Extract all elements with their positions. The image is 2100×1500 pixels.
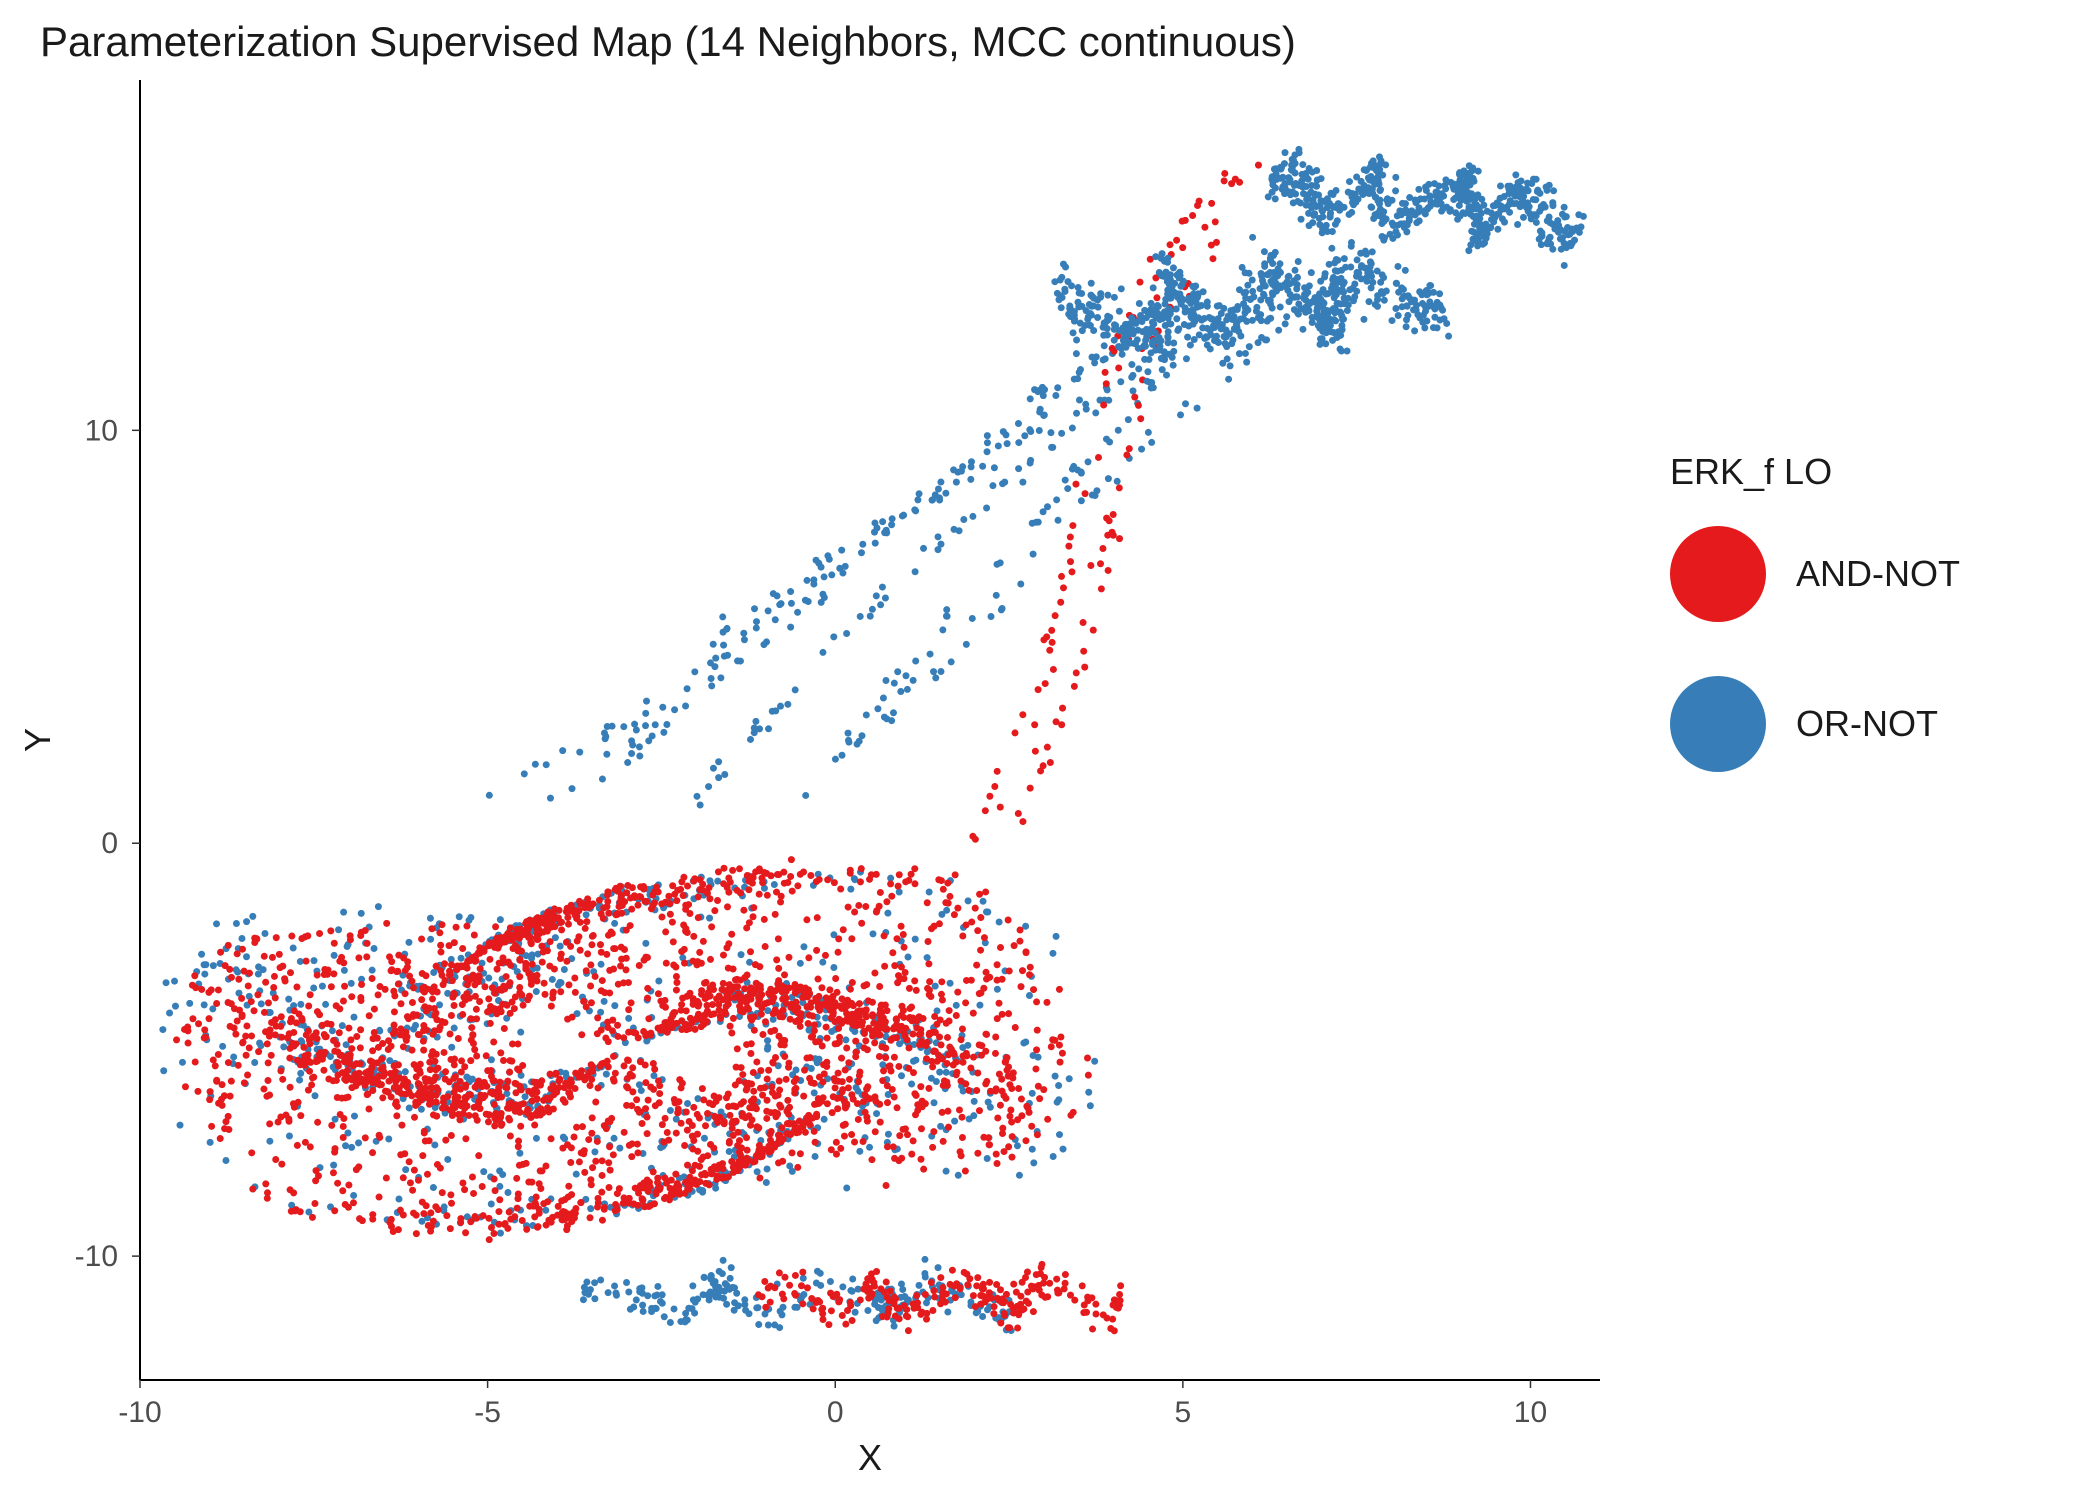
- legend-label: AND-NOT: [1796, 553, 1960, 594]
- y-tick-label: 10: [85, 414, 118, 447]
- x-axis-title: X: [858, 1437, 882, 1478]
- chart-container: Parameterization Supervised Map (14 Neig…: [0, 0, 2100, 1500]
- x-tick-label: -5: [474, 1396, 501, 1429]
- scatter-chart: Parameterization Supervised Map (14 Neig…: [0, 0, 2100, 1500]
- legend-swatch: [1670, 676, 1766, 772]
- x-tick-label: 0: [827, 1396, 844, 1429]
- y-axis-title: Y: [17, 728, 58, 752]
- x-tick-label: -10: [118, 1396, 161, 1429]
- x-tick-label: 10: [1514, 1396, 1547, 1429]
- legend-swatch: [1670, 526, 1766, 622]
- legend-title: ERK_f LO: [1670, 451, 1832, 492]
- y-tick-label: -10: [75, 1240, 118, 1273]
- x-tick-label: 5: [1175, 1396, 1192, 1429]
- legend-label: OR-NOT: [1796, 703, 1938, 744]
- y-tick-label: 0: [101, 827, 118, 860]
- chart-title: Parameterization Supervised Map (14 Neig…: [40, 18, 1296, 65]
